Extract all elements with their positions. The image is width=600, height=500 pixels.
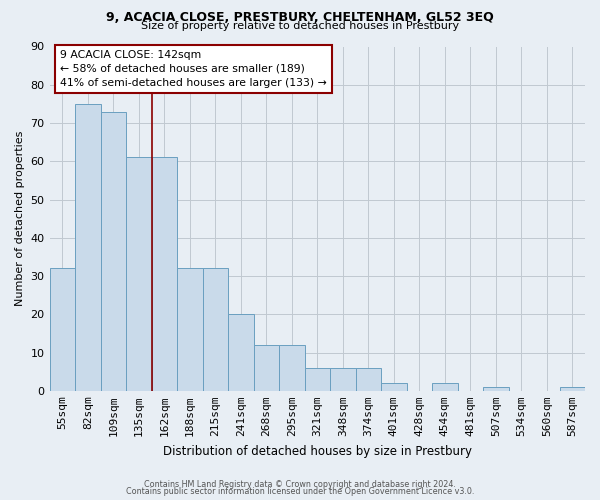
Bar (279, 345, 305, 391)
Bar (228, 314, 254, 391)
Bar (330, 368, 356, 391)
Bar (177, 268, 203, 391)
Bar (126, 158, 152, 391)
Y-axis label: Number of detached properties: Number of detached properties (15, 131, 25, 306)
Bar (254, 345, 279, 391)
Text: Contains HM Land Registry data © Crown copyright and database right 2024.: Contains HM Land Registry data © Crown c… (144, 480, 456, 489)
Bar (203, 268, 228, 391)
Bar (381, 383, 407, 391)
Bar (305, 368, 330, 391)
Bar (75, 104, 101, 391)
X-axis label: Distribution of detached houses by size in Prestbury: Distribution of detached houses by size … (163, 444, 472, 458)
Bar (356, 368, 381, 391)
Bar (432, 383, 458, 391)
Text: 9 ACACIA CLOSE: 142sqm
← 58% of detached houses are smaller (189)
41% of semi-de: 9 ACACIA CLOSE: 142sqm ← 58% of detached… (60, 50, 327, 88)
Bar (50, 268, 75, 391)
Text: Size of property relative to detached houses in Prestbury: Size of property relative to detached ho… (141, 21, 459, 31)
Bar (152, 158, 177, 391)
Text: Contains public sector information licensed under the Open Government Licence v3: Contains public sector information licen… (126, 487, 474, 496)
Bar (483, 387, 509, 391)
Bar (101, 112, 126, 391)
Text: 9, ACACIA CLOSE, PRESTBURY, CHELTENHAM, GL52 3EQ: 9, ACACIA CLOSE, PRESTBURY, CHELTENHAM, … (106, 11, 494, 24)
Bar (560, 387, 585, 391)
